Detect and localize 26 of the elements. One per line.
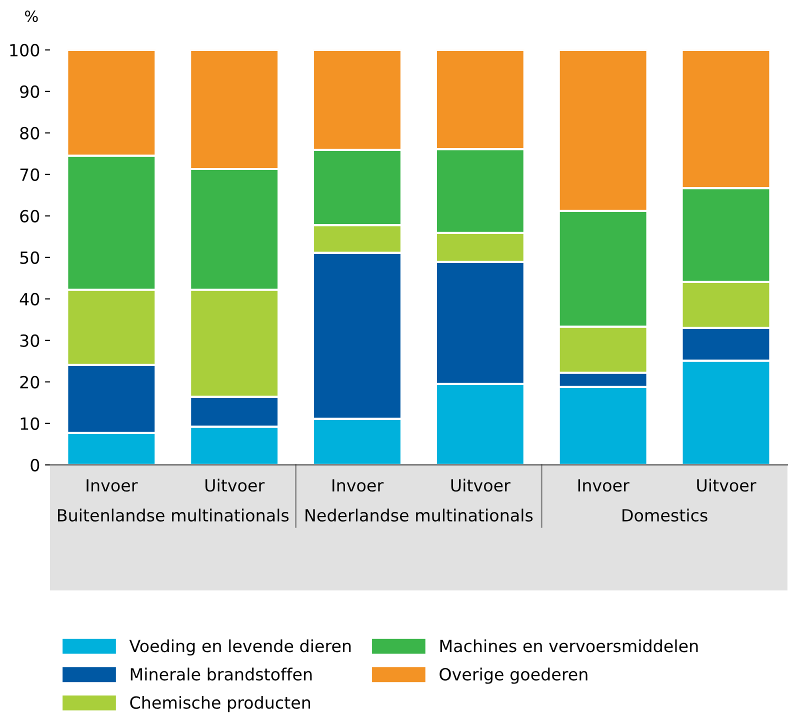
y-tick-label: 10 — [20, 417, 40, 430]
y-axis-title: % — [24, 10, 38, 22]
y-tick-label: 100 — [10, 44, 40, 56]
x-tick-label: Invoer — [86, 479, 138, 492]
text: Nederlandse multinationals — [306, 508, 533, 522]
legend-label: Voeding en levende dieren — [129, 639, 351, 656]
y-tick-label: 60 — [20, 210, 40, 222]
x-tick-label: Invoer — [332, 479, 384, 492]
y-tick-label: 0 — [30, 458, 40, 472]
text: Buitenlandse multinationals — [58, 508, 289, 522]
y-tick-label: 30 — [20, 334, 40, 347]
x-tick-label: Uitvoer — [451, 478, 510, 492]
legend-label: Minerale brandstoffen — [130, 668, 312, 681]
legend-label: Machines en vervoersmiddelen — [440, 639, 698, 652]
y-tick-label: 80 — [20, 126, 40, 140]
y-tick-label: 40 — [20, 292, 40, 306]
y-tick-label: 70 — [20, 168, 40, 181]
text: Domestics — [622, 508, 708, 522]
x-tick-label: Uitvoer — [697, 478, 756, 492]
x-tick-label: Uitvoer — [206, 478, 265, 492]
legend-label: Overige goederen — [440, 668, 588, 684]
y-tick-label: 90 — [20, 85, 40, 98]
y-tick-label: 20 — [20, 376, 40, 388]
x-tick-label: Invoer — [578, 479, 630, 492]
legend-label: Chemische producten — [130, 696, 310, 712]
y-tick-label: 50 — [20, 251, 40, 264]
